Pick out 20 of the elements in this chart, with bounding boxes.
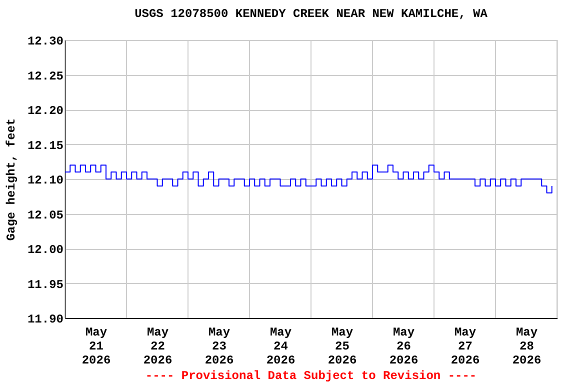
text: ---- Provisional Data Subject to Revision ----: [145, 369, 477, 383]
x-tick-label: May 27 2026: [450, 326, 480, 368]
y-axis-title: Gage height, feet: [4, 118, 18, 241]
y-tick-label: 12.10: [27, 174, 64, 188]
x-tick-label: May 24 2026: [266, 326, 296, 368]
x-tick-label: May 21 2026: [82, 326, 111, 368]
x-tick-label: May 22 2026: [143, 326, 172, 368]
y-tick-label: 12.20: [27, 104, 64, 118]
x-tick-label: May 28 2026: [512, 326, 542, 368]
y-tick-label: 12.00: [27, 243, 64, 257]
y-tick-label: 12.30: [27, 34, 64, 48]
y-tick-label: 12.05: [27, 208, 64, 222]
y-tick-label: 12.15: [27, 138, 64, 153]
x-tick-label: May 25 2026: [328, 326, 357, 368]
y-tick-label: 11.90: [27, 312, 64, 326]
y-tick-label: 11.95: [27, 278, 64, 292]
y-tick-label: 12.25: [27, 69, 64, 84]
chart-title: USGS 12078500 KENNEDY CREEK NEAR NEW KAMILCHE, WA: [134, 7, 488, 21]
x-tick-label: May 26 2026: [389, 326, 418, 368]
x-tick-label: May 23 2026: [204, 326, 234, 368]
